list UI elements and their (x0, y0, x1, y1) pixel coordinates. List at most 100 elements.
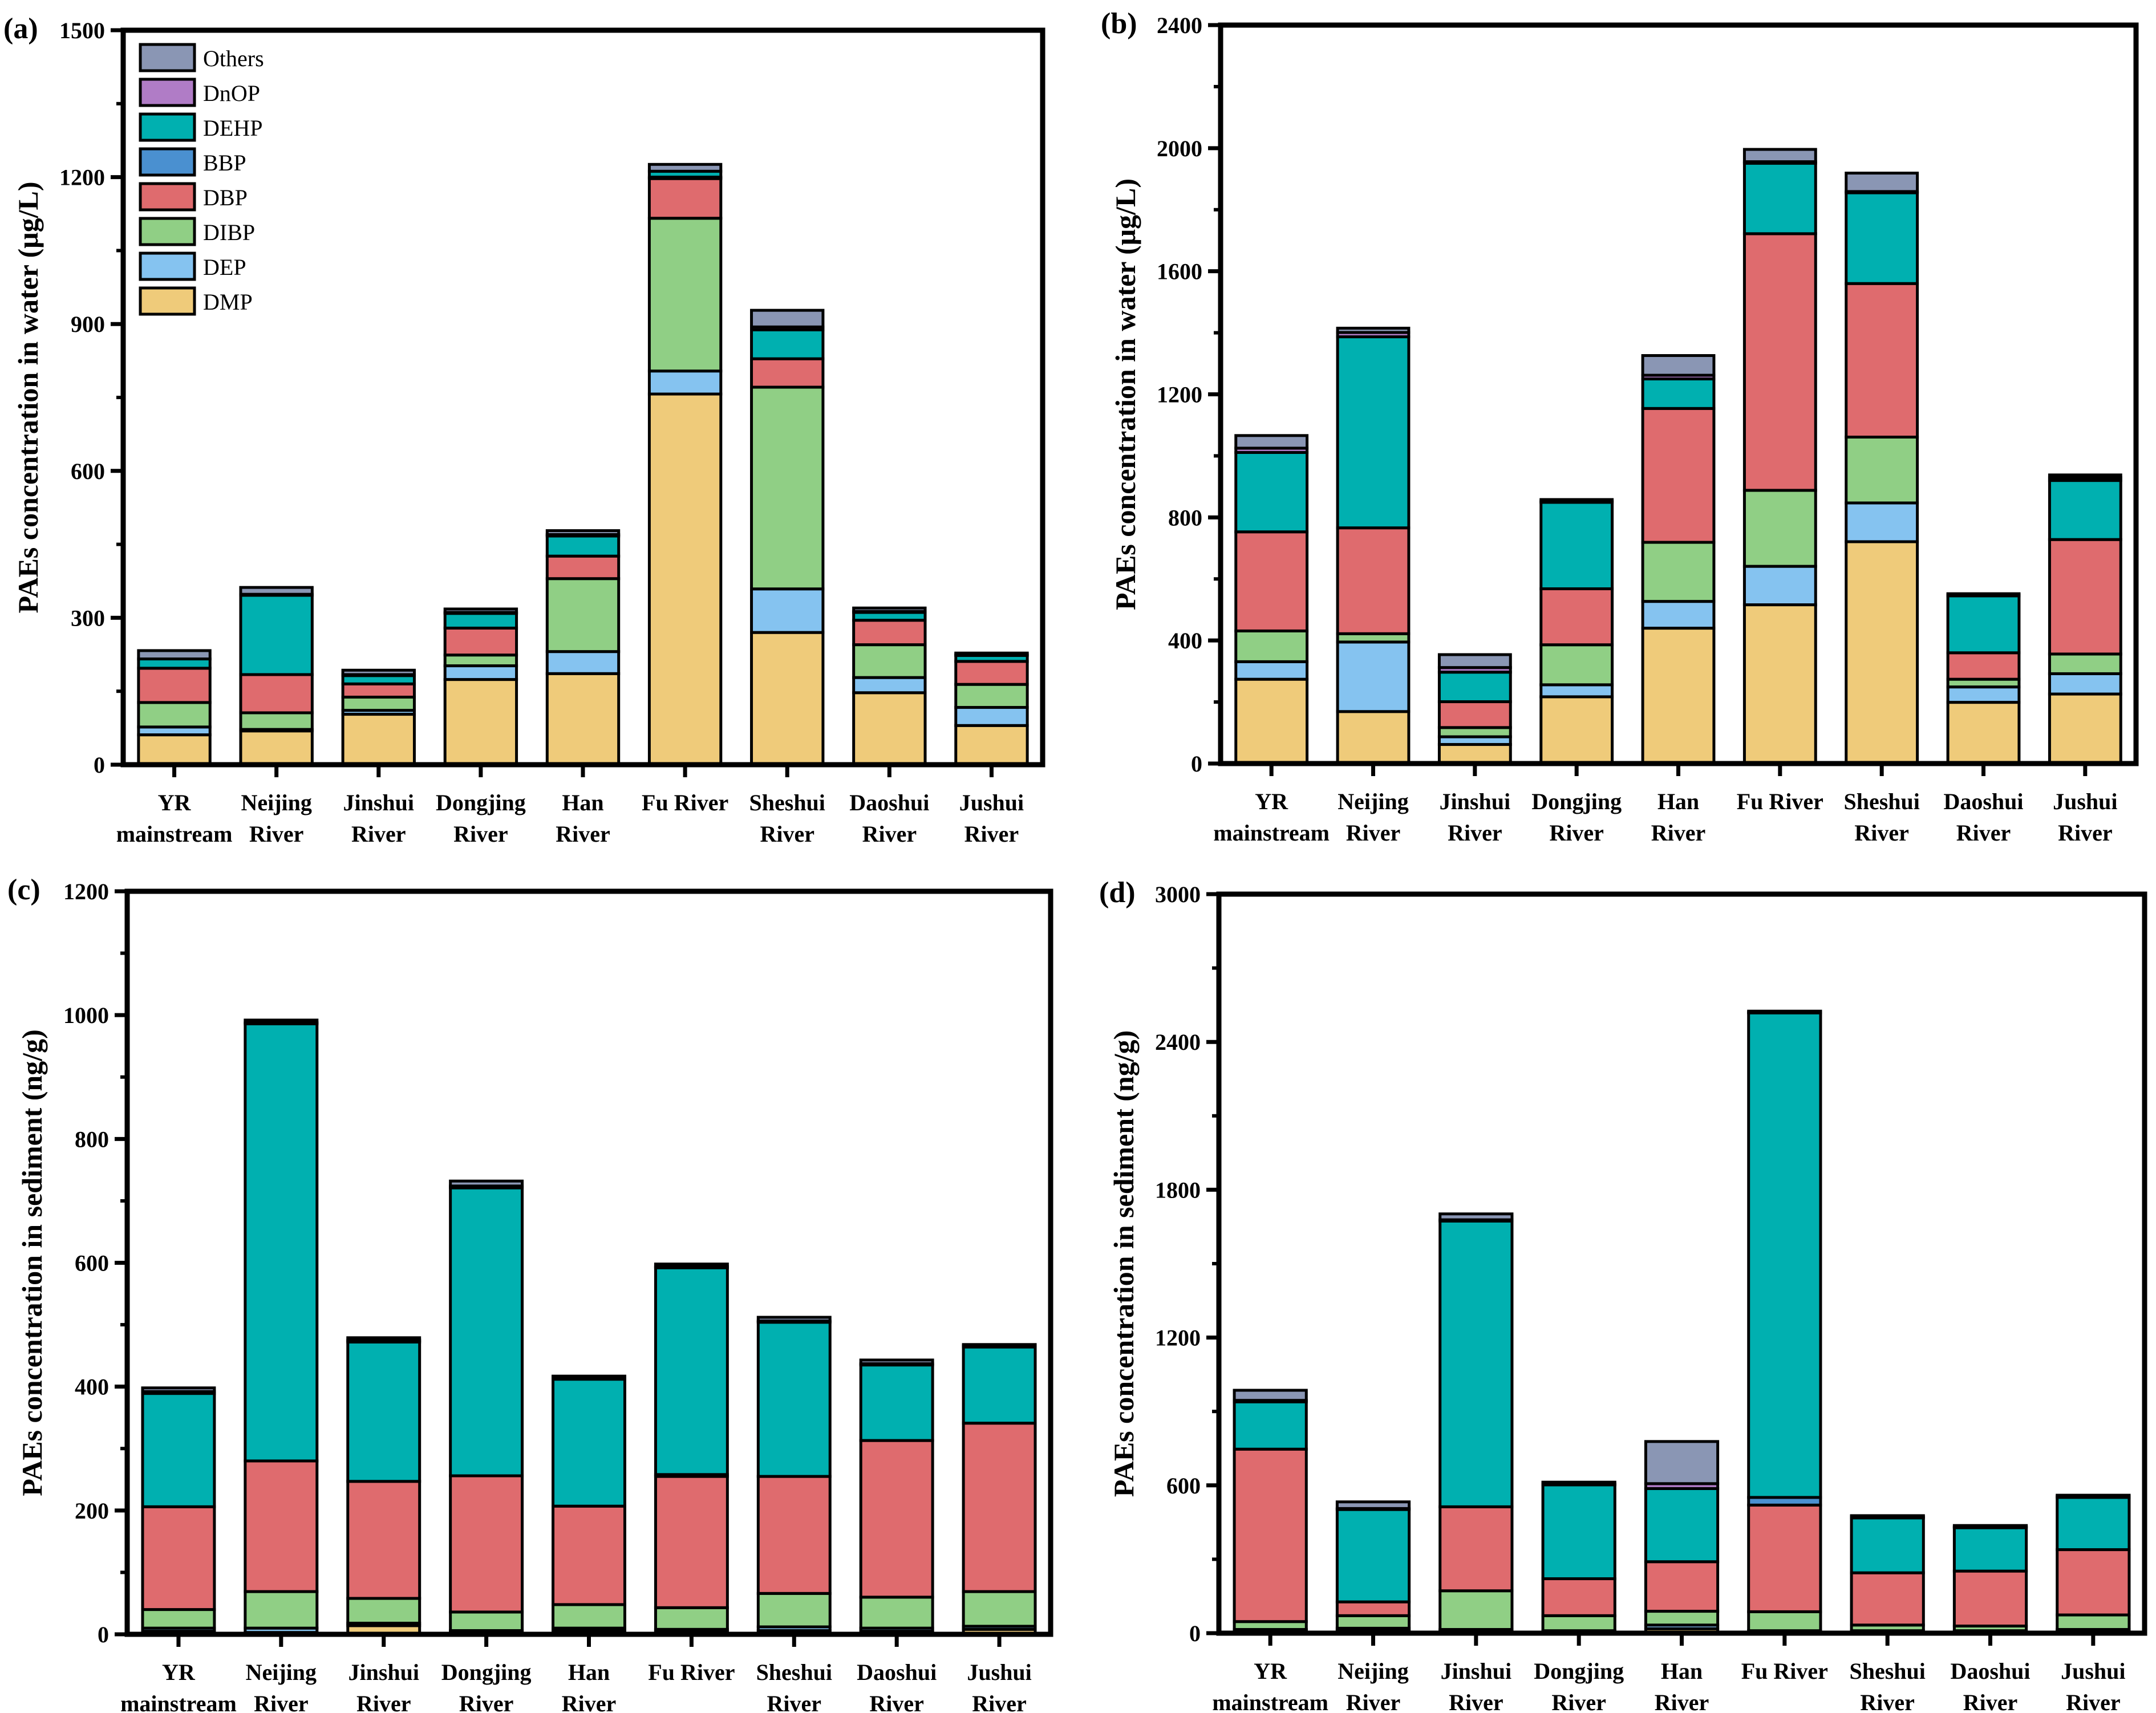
bar-segment-dmp-fu-river (1742, 603, 1817, 765)
bar-segment-dbp-han-river (1644, 1560, 1720, 1613)
bar-stack-yr-mainstream (1233, 1389, 1308, 1635)
y-tick-label: 1200 (63, 879, 109, 904)
bar-segment-others-han-river (1644, 1440, 1720, 1485)
bar-segment-dbp-sheshui-river (1850, 1571, 1925, 1627)
bar-segment-dep-dongjing-river (443, 664, 518, 681)
y-tick-label: 0 (98, 1622, 109, 1647)
bar-segment-others-daoshui-river (859, 1358, 934, 1365)
bar-segment-others-han-river (552, 1374, 626, 1379)
y-tick-label: 1200 (59, 165, 105, 190)
bar-segment-dbp-fu-river (654, 1475, 729, 1609)
bar-segment-dep-han-river (545, 650, 621, 675)
bar-segment-dehp-sheshui-river (756, 1321, 832, 1478)
bar-segment-dbp-jinshui-river (1437, 700, 1512, 729)
bar-segment-dep-jushui-river (2048, 672, 2122, 696)
bar-segment-others-dongjing-river (1541, 1480, 1616, 1485)
bar-segment-dibp-dongjing-river (1541, 1614, 1616, 1633)
bar-segment-dehp-jushui-river (962, 1345, 1037, 1425)
bar-segment-dmp-jinshui-river (341, 713, 416, 766)
bar-segment-others-jinshui-river (1437, 653, 1512, 669)
bar-segment-others-neijing-river (239, 586, 314, 596)
panel-a: YR mainstream Neijing River Jinshui River Dong… (3, 13, 1045, 847)
legend-label-dnop: DnOP (203, 80, 260, 106)
y-axis-title: PAEs concentration in sediment (ng/g) (1108, 1030, 1140, 1497)
bar-segment-dbp-neijing-river (1336, 526, 1411, 635)
bar-segment-dibp-han-river (1641, 541, 1716, 603)
bar-stack-yr-mainstream (137, 649, 212, 766)
bar-segment-dehp-dongjing-river (443, 612, 518, 630)
category-label: Dongjing (441, 1659, 532, 1685)
bar-segment-dehp-jinshui-river (1437, 671, 1512, 704)
category-label: mainstream (120, 1691, 237, 1713)
bar-segment-dbp-jinshui-river (346, 1480, 422, 1600)
category-label: mainstream (1212, 1690, 1328, 1713)
bar-segment-others-yr-mainstream (137, 649, 212, 661)
bar-segment-dbp-daoshui-river (859, 1439, 934, 1599)
category-label: Jinshui (348, 1659, 419, 1685)
bar-segment-dibp-han-river (552, 1603, 626, 1630)
bar-segment-dmp-yr-mainstream (1234, 677, 1309, 765)
bar-segment-dmp-jushui-river (954, 724, 1029, 766)
bar-segment-dibp-sheshui-river (1845, 436, 1919, 505)
bar-segment-dbp-jushui-river (2056, 1548, 2131, 1617)
bar-segment-dehp-han-river (1644, 1487, 1720, 1564)
bar-segment-dep-dongjing-river (1539, 683, 1614, 699)
y-tick-label: 0 (1191, 751, 1202, 777)
category-label: River (351, 821, 406, 847)
bar-segment-dibp-fu-river (1742, 489, 1817, 568)
bar-stack-daoshui-river (859, 1358, 934, 1636)
bar-segment-dibp-neijing-river (244, 1590, 319, 1630)
bar-segment-dibp-han-river (545, 577, 621, 653)
category-label: River (1651, 820, 1706, 846)
legend-label-dep: DEP (203, 254, 246, 280)
category-label: Sheshui (756, 1659, 832, 1685)
category-label: Neijing (241, 790, 311, 815)
bar-segment-dehp-neijing-river (239, 594, 314, 676)
panel-d: YR mainstream Neijing River Jinshui River Dong… (1099, 876, 2147, 1713)
legend-label-bbp: BBP (203, 150, 246, 176)
category-label: mainstream (1213, 820, 1330, 846)
bar-segment-dbp-neijing-river (1335, 1600, 1411, 1617)
category-label: River (1549, 820, 1604, 846)
bar-segment-dbp-fu-river (1742, 232, 1817, 492)
bar-segment-dibp-daoshui-river (859, 1596, 934, 1630)
category-label: Neijing (246, 1659, 317, 1685)
bar-segment-dbp-daoshui-river (1946, 651, 2021, 681)
bar-segment-dibp-dongjing-river (443, 653, 518, 668)
legend-swatch-dbp (139, 182, 196, 212)
bar-segment-dbp-han-river (545, 554, 621, 581)
bar-segment-dmp-han-river (545, 672, 621, 766)
bar-segment-dibp-fu-river (647, 217, 723, 373)
category-label: Jushui (967, 1659, 1031, 1685)
category-label: YR (1255, 789, 1288, 814)
bar-segment-dibp-yr-mainstream (1234, 629, 1309, 663)
bar-stack-daoshui-river (1952, 1524, 2028, 1635)
y-tick-label: 1600 (1157, 259, 1202, 285)
bar-segment-dbp-jushui-river (954, 660, 1029, 686)
bar-segment-dmp-jushui-river (2048, 692, 2122, 765)
bar-stack-dongjing-river (1541, 1480, 1616, 1635)
bar-segment-others-fu-river (647, 163, 723, 173)
bar-stack-sheshui-river (756, 1316, 832, 1636)
legend-swatch-others (139, 43, 196, 72)
y-axis-title: PAEs concentration in water (μg/L) (12, 182, 44, 614)
y-tick-label: 0 (94, 752, 105, 778)
category-label: River (1551, 1690, 1606, 1713)
y-tick-label: 300 (71, 605, 105, 631)
bar-stack-fu-river (647, 163, 723, 766)
bar-segment-others-dongjing-river (449, 1179, 524, 1188)
bar-segment-dmp-sheshui-river (750, 631, 825, 766)
bar-segment-dibp-jinshui-river (346, 1597, 422, 1625)
bar-segment-dehp-neijing-river (244, 1022, 319, 1463)
y-tick-label: 800 (1168, 505, 1202, 530)
bar-stack-neijing-river (244, 1018, 319, 1636)
category-label: River (249, 821, 304, 847)
category-label: Sheshui (749, 790, 825, 815)
category-label: Han (568, 1659, 610, 1685)
bar-segment-dbp-jushui-river (2048, 538, 2122, 656)
category-label: River (556, 821, 610, 847)
y-tick-label: 2400 (1155, 1029, 1201, 1055)
bar-segment-dehp-neijing-river (1335, 1508, 1411, 1604)
category-label: YR (158, 790, 192, 815)
bar-segment-others-daoshui-river (1952, 1524, 2028, 1528)
